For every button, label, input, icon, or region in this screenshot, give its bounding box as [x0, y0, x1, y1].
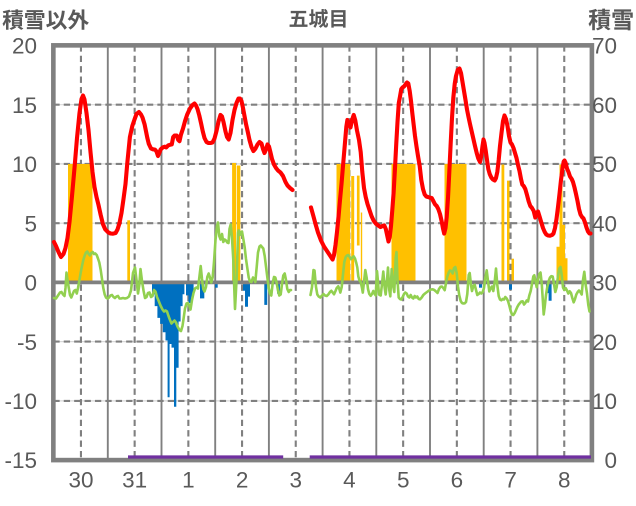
svg-text:30: 30 [68, 468, 93, 493]
svg-text:15: 15 [12, 93, 37, 118]
svg-text:-10: -10 [4, 389, 37, 414]
svg-text:50: 50 [592, 152, 617, 177]
svg-text:70: 70 [592, 34, 617, 59]
svg-text:20: 20 [592, 330, 617, 355]
svg-text:20: 20 [12, 34, 37, 59]
svg-text:6: 6 [451, 468, 464, 493]
svg-text:30: 30 [592, 271, 617, 296]
svg-text:10: 10 [12, 152, 37, 177]
svg-text:-5: -5 [17, 330, 37, 355]
svg-text:1: 1 [182, 468, 195, 493]
svg-text:4: 4 [343, 468, 356, 493]
svg-text:8: 8 [558, 468, 571, 493]
svg-text:0: 0 [24, 271, 37, 296]
svg-text:10: 10 [592, 389, 617, 414]
svg-text:31: 31 [122, 468, 147, 493]
svg-text:0: 0 [604, 448, 617, 473]
svg-text:5: 5 [397, 468, 410, 493]
svg-text:60: 60 [592, 93, 617, 118]
svg-text:-15: -15 [4, 448, 37, 473]
svg-text:5: 5 [24, 211, 37, 236]
svg-text:7: 7 [504, 468, 517, 493]
svg-text:2: 2 [236, 468, 249, 493]
svg-text:3: 3 [290, 468, 303, 493]
svg-text:40: 40 [592, 211, 617, 236]
